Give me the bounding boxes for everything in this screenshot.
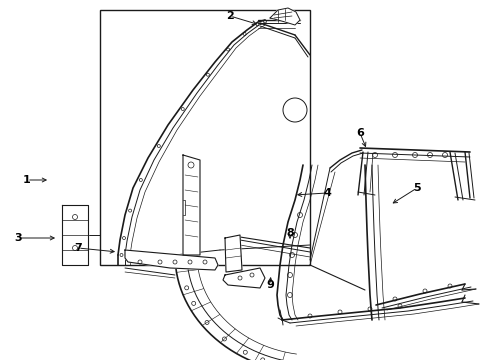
Text: 6: 6 <box>356 128 364 138</box>
Text: 9: 9 <box>266 280 274 290</box>
Polygon shape <box>62 205 88 265</box>
Bar <box>100 10 310 265</box>
Polygon shape <box>183 155 200 255</box>
Text: 4: 4 <box>323 188 331 198</box>
Polygon shape <box>223 268 265 288</box>
Text: 1: 1 <box>23 175 31 185</box>
Polygon shape <box>270 8 300 25</box>
Text: 2: 2 <box>226 11 234 21</box>
Polygon shape <box>125 250 218 270</box>
Text: 5: 5 <box>413 183 421 193</box>
Text: 8: 8 <box>286 228 294 238</box>
Text: 7: 7 <box>74 243 82 253</box>
Polygon shape <box>225 235 242 272</box>
Text: 3: 3 <box>14 233 22 243</box>
